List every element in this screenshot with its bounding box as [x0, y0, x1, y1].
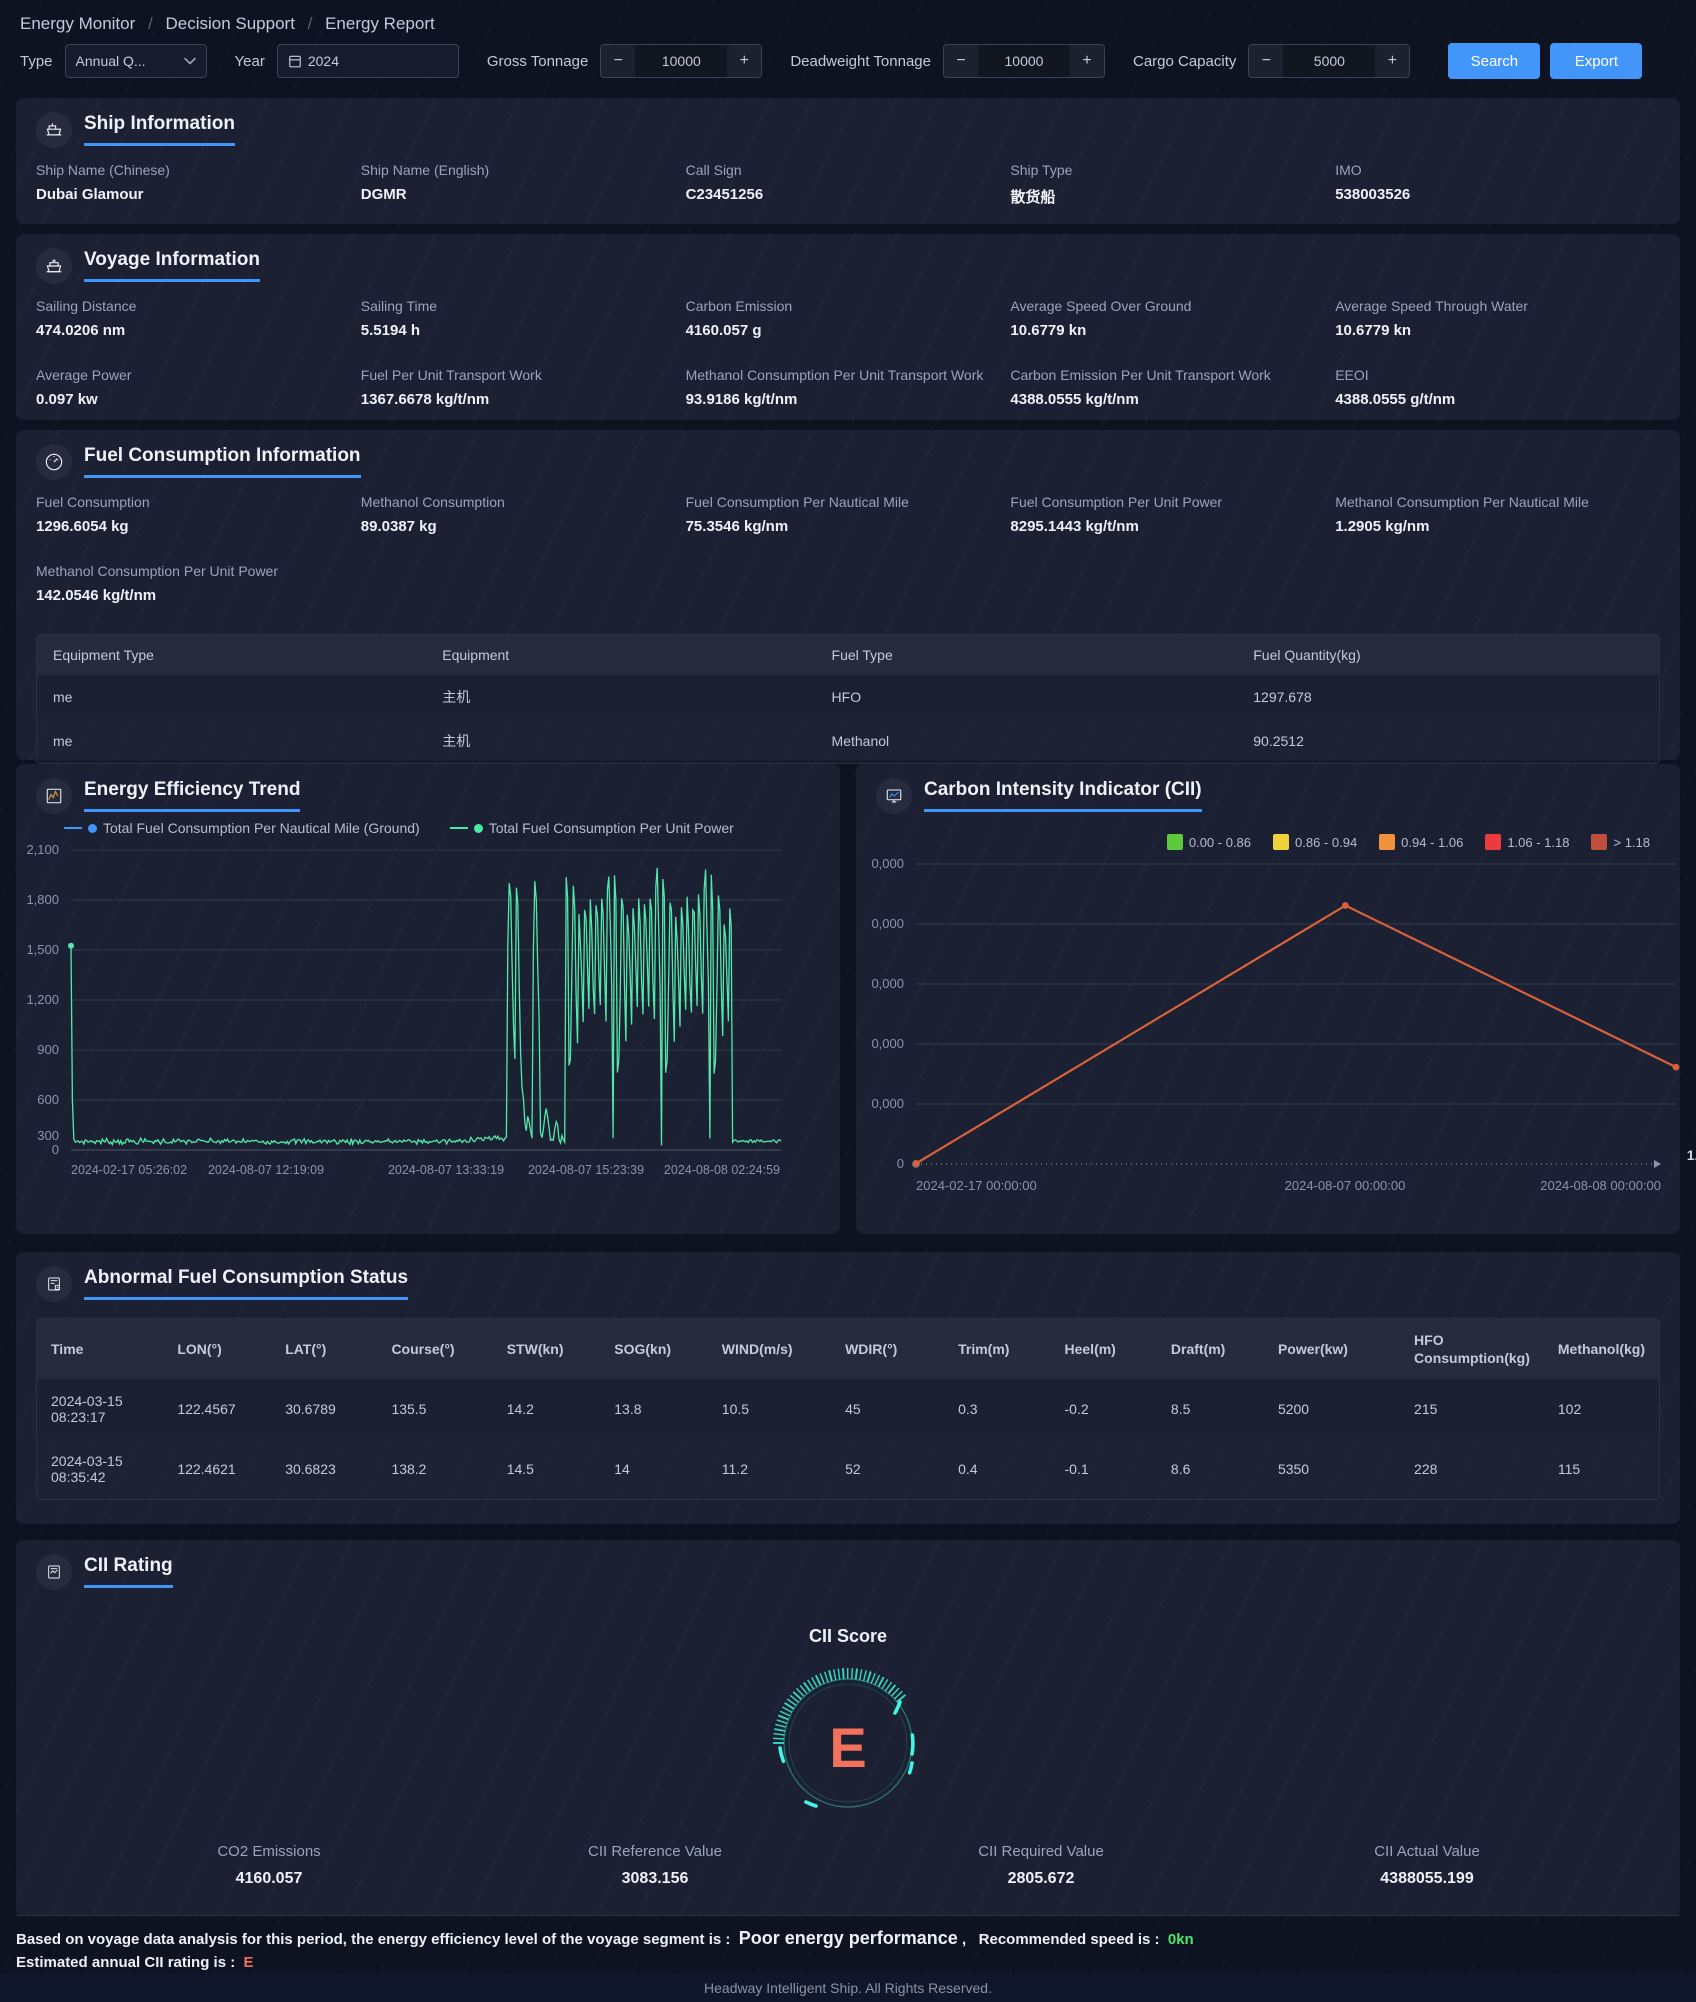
svg-text:2024-08-07 12:19:09: 2024-08-07 12:19:09 [208, 1163, 324, 1177]
svg-text:2024-08-07 13:33:19: 2024-08-07 13:33:19 [388, 1163, 504, 1177]
svg-text:2024-02-17 05:26:02: 2024-02-17 05:26:02 [71, 1163, 187, 1177]
svg-text:0: 0 [52, 1142, 59, 1157]
svg-text:1,800: 1,800 [26, 892, 59, 907]
svg-text:0,000: 0,000 [871, 1096, 904, 1111]
svg-text:600: 600 [37, 1092, 59, 1107]
svg-text:2024-08-08 02:24:59: 2024-08-08 02:24:59 [664, 1163, 780, 1177]
svg-text:2,100: 2,100 [26, 842, 59, 857]
svg-text:2024-08-08 00:00:00: 2024-08-08 00:00:00 [1540, 1178, 1661, 1193]
svg-text:2024-08-07 00:00:00: 2024-08-07 00:00:00 [1285, 1178, 1406, 1193]
svg-text:1,200: 1,200 [26, 992, 59, 1007]
svg-text:1,500: 1,500 [26, 942, 59, 957]
svg-text:0,000: 0,000 [871, 916, 904, 931]
svg-text:900: 900 [37, 1042, 59, 1057]
svg-text:2024-02-17 00:00:00: 2024-02-17 00:00:00 [916, 1178, 1037, 1193]
svg-text:1.18: 1.18 [1687, 1147, 1696, 1163]
svg-text:0,000: 0,000 [871, 856, 904, 871]
svg-text:0,000: 0,000 [871, 1036, 904, 1051]
svg-text:0: 0 [897, 1156, 904, 1171]
svg-text:300: 300 [37, 1128, 59, 1143]
svg-text:2024-08-07 15:23:39: 2024-08-07 15:23:39 [528, 1163, 644, 1177]
svg-text:E: E [829, 1716, 866, 1779]
svg-text:0,000: 0,000 [871, 976, 904, 991]
